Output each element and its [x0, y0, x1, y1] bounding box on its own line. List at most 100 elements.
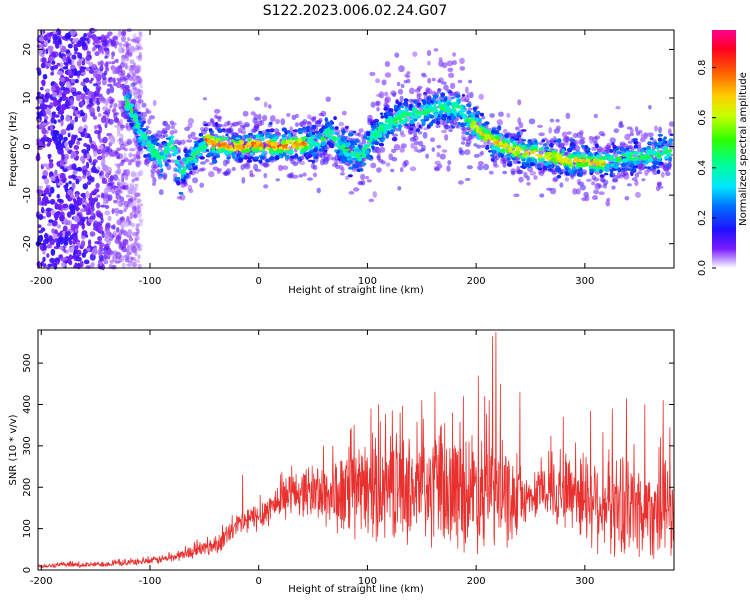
spectrogram-cell — [265, 146, 270, 150]
spectrogram-cell — [113, 113, 118, 119]
spectrogram-cell — [57, 198, 62, 203]
spectrogram-cell — [68, 180, 72, 185]
spectrogram-cell — [136, 244, 142, 251]
spectrogram-cell — [47, 223, 52, 227]
spectrogram-cell — [91, 47, 96, 52]
spectrogram-cell — [460, 96, 466, 102]
spectrogram-cell — [111, 61, 115, 65]
spectrogram-cell — [374, 141, 380, 146]
spectrogram-cell — [127, 229, 132, 236]
spectrogram-cell — [60, 62, 64, 69]
spectrogram-cell — [661, 138, 666, 142]
spectrogram-cell — [41, 79, 46, 87]
spectrogram-cell — [519, 156, 525, 160]
spectrogram-cell — [46, 243, 52, 249]
spectrogram-cell — [171, 159, 176, 163]
spectrogram-cell — [482, 128, 488, 134]
spectrogram-cell — [328, 135, 333, 140]
spectrogram-cell — [70, 208, 76, 215]
spectrogram-cell — [108, 118, 114, 125]
spectrogram-cell — [359, 168, 364, 172]
spectrogram-cell — [299, 160, 305, 166]
spectrogram-cell — [297, 156, 301, 160]
spectrogram-cell — [323, 149, 328, 153]
spectrogram-cell — [622, 160, 628, 163]
spectrogram-cell — [93, 150, 98, 157]
spectrogram-cell — [126, 170, 130, 175]
spectrogram-cell — [629, 155, 633, 158]
spectrogram-cell — [74, 116, 78, 123]
spectrogram-cell — [409, 103, 413, 109]
spectrogram-cell — [76, 40, 83, 48]
spectrogram-cell — [664, 156, 670, 159]
spectrogram-cell — [288, 172, 293, 179]
spectrogram-cell — [75, 215, 80, 223]
spectrogram-cell — [243, 163, 251, 170]
spectrogram-cell — [352, 163, 357, 169]
spectrogram-cell — [238, 120, 243, 126]
spectrogram-cell — [239, 140, 244, 145]
spectrogram-cell — [347, 159, 353, 164]
spectrogram-cell — [137, 247, 143, 252]
spectrogram-cell — [137, 139, 143, 143]
spectrogram-cell — [413, 108, 418, 112]
spectrogram-cell — [668, 121, 675, 127]
spectrogram-cell — [114, 238, 120, 244]
spectrogram-cell — [513, 193, 520, 198]
spectrogram-cell — [525, 143, 531, 148]
spectrogram-cell — [70, 78, 76, 84]
spectrogram-cell — [134, 171, 141, 179]
spectrogram-cell — [258, 159, 263, 164]
spectrogram-cell — [345, 142, 350, 147]
spectrogram-cell — [423, 92, 428, 95]
spectrogram-cell — [230, 139, 235, 143]
y-tick-label: 400 — [22, 395, 33, 414]
spectrogram-cell — [151, 149, 156, 154]
spectrogram-cell — [632, 138, 638, 142]
spectrogram-cell — [347, 174, 353, 178]
x-tick-label: -200 — [30, 576, 53, 587]
spectrogram-cell — [504, 154, 510, 158]
spectrogram-cell — [92, 83, 99, 87]
spectrogram-cell — [82, 165, 87, 171]
spectrogram-cell — [327, 131, 333, 134]
spectrogram-cell — [490, 158, 495, 162]
spectrogram-cell — [96, 105, 101, 113]
spectrogram-cell — [391, 148, 397, 153]
spectrogram-cell — [136, 75, 142, 84]
spectrogram-cell — [166, 147, 172, 152]
spectrogram-cell — [38, 36, 45, 42]
spectrogram-cell — [133, 209, 140, 215]
spectrogram-cell — [316, 187, 321, 194]
spectrogram-cell — [225, 159, 230, 164]
spectrogram-cell — [652, 170, 658, 176]
spectrogram-cell — [334, 160, 339, 165]
spectrogram-cell — [223, 137, 228, 141]
spectrogram-cell — [52, 130, 59, 136]
spectrogram-cell — [579, 184, 587, 191]
spectrogram-cell — [627, 183, 632, 187]
spectrogram-cell — [133, 195, 137, 201]
spectrogram-cell — [548, 126, 553, 134]
spectrogram-cell — [581, 144, 585, 148]
spectrogram-cell — [368, 198, 375, 203]
spectrogram-cell — [294, 136, 298, 140]
spectrogram-cell — [549, 118, 555, 123]
spectrogram-cell — [295, 113, 299, 118]
spectrogram-cell — [131, 246, 138, 254]
spectrogram-cell — [71, 163, 77, 171]
spectrogram-cell — [306, 151, 312, 155]
spectrogram-cell — [43, 115, 49, 120]
spectrogram-cell — [446, 101, 452, 106]
spectrogram-cell — [564, 177, 570, 182]
spectrogram-cell — [383, 129, 388, 135]
spectrogram-cell — [620, 162, 627, 168]
spectrogram-cell — [85, 190, 90, 198]
spectrogram-cell — [367, 140, 372, 143]
spectrogram-cell — [398, 120, 404, 125]
spectrogram-cell — [80, 240, 86, 248]
spectrogram-cell — [277, 149, 284, 154]
spectrogram-cell — [165, 137, 171, 140]
spectrogram-cell — [320, 110, 327, 117]
